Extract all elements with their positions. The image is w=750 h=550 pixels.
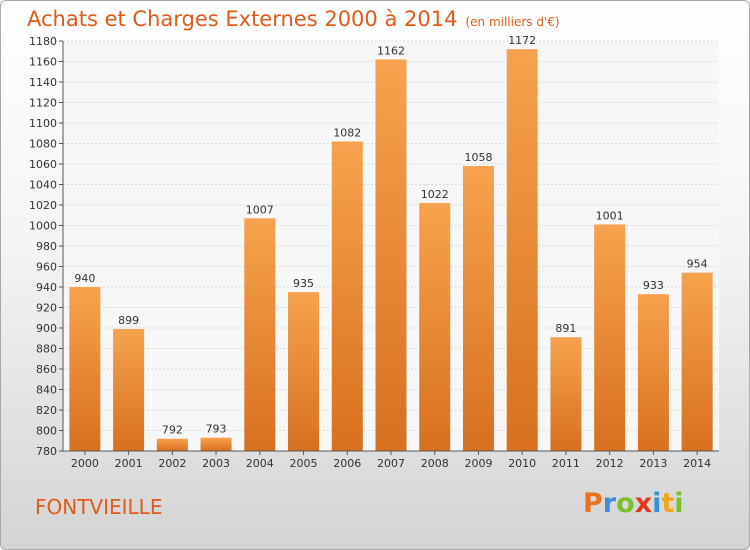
bar-2010: [506, 49, 538, 451]
y-tick-label: 900: [36, 322, 57, 335]
x-tick-label-2007: 2007: [377, 457, 405, 470]
value-labels: 940 899 792 793 1007 935 1082 1162 1022 1058 1172 8…: [74, 34, 707, 437]
bar-2004: [244, 218, 276, 451]
bar-2014: [681, 272, 713, 451]
y-tick-label: 880: [36, 343, 57, 356]
x-tick-label-2001: 2001: [115, 457, 143, 470]
x-tick-label-2012: 2012: [596, 457, 624, 470]
value-label-2005: 935: [293, 277, 314, 290]
bar-2000: [69, 287, 101, 451]
value-label-2011: 891: [555, 322, 576, 335]
value-label-2013: 933: [643, 279, 664, 292]
value-label-2000: 940: [74, 272, 95, 285]
x-tick-label-2005: 2005: [290, 457, 318, 470]
y-tick-label: 960: [36, 261, 57, 274]
bar-2003: [200, 437, 232, 451]
y-tick-label: 980: [36, 240, 57, 253]
chart-subtitle: (en milliers d'€): [465, 15, 560, 29]
x-tick-label-2013: 2013: [639, 457, 667, 470]
value-label-2009: 1058: [464, 151, 492, 164]
bar-2011: [550, 337, 582, 451]
y-tick-label: 940: [36, 281, 57, 294]
value-label-2012: 1001: [596, 209, 624, 222]
y-tick-label: 1040: [29, 179, 57, 192]
y-tick-label: 1100: [29, 117, 57, 130]
logo-letter: i: [652, 488, 662, 519]
value-label-2001: 899: [118, 314, 139, 327]
x-tick-label-2003: 2003: [202, 457, 230, 470]
y-tick-label: 1020: [29, 199, 57, 212]
logo-letter: o: [616, 488, 635, 519]
value-label-2006: 1082: [333, 126, 361, 139]
bar-2007: [375, 59, 407, 451]
y-tick-label: 920: [36, 302, 57, 315]
x-tick-label-2000: 2000: [71, 457, 99, 470]
bars: [69, 49, 713, 452]
x-tick-label-2008: 2008: [421, 457, 449, 470]
x-tick-label-2006: 2006: [333, 457, 361, 470]
logo-letter: x: [634, 488, 653, 519]
chart-title-text: Achats et Charges Externes 2000 à 2014: [27, 7, 458, 31]
bar-2005: [288, 292, 320, 451]
y-axis-ticks: 780 800 820 840 860 880 900 920 940 960 980 1000 102…: [29, 35, 63, 458]
x-tick-label-2004: 2004: [246, 457, 274, 470]
x-tick-label-2010: 2010: [508, 457, 536, 470]
x-tick-label-2002: 2002: [158, 457, 186, 470]
y-tick-label: 840: [36, 384, 57, 397]
bar-2009: [462, 166, 494, 452]
value-label-2004: 1007: [246, 203, 274, 216]
y-tick-label: 1000: [29, 220, 57, 233]
y-tick-label: 820: [36, 404, 57, 417]
y-tick-label: 780: [36, 445, 57, 458]
logo-letter: i: [674, 488, 684, 519]
bar-2013: [637, 294, 669, 451]
y-tick-label: 1060: [29, 158, 57, 171]
logo-letter: r: [602, 488, 617, 519]
y-tick-label: 1160: [29, 56, 57, 69]
bar-2008: [419, 202, 451, 451]
bar-2002: [156, 438, 188, 451]
x-tick-label-2014: 2014: [683, 457, 711, 470]
y-tick-label: 800: [36, 425, 57, 438]
bar-2006: [331, 141, 363, 451]
x-tick-label-2011: 2011: [552, 457, 580, 470]
y-tick-label: 1080: [29, 138, 57, 151]
value-label-2014: 954: [687, 258, 708, 271]
logo-letter: t: [661, 488, 675, 519]
bar-2012: [594, 224, 626, 451]
chart-title: Achats et Charges Externes 2000 à 2014 (e…: [27, 7, 560, 31]
value-label-2008: 1022: [421, 188, 449, 201]
y-tick-label: 860: [36, 363, 57, 376]
y-tick-label: 1120: [29, 97, 57, 110]
value-label-2003: 793: [206, 423, 227, 436]
x-tick-label-2009: 2009: [464, 457, 492, 470]
y-tick-label: 1140: [29, 76, 57, 89]
value-label-2007: 1162: [377, 44, 405, 57]
bar-2001: [113, 329, 145, 451]
x-axis-ticks: 2000 2001 2002 2003 2004 2005 2006 2007 2008 2009…: [71, 451, 711, 470]
logo-letter: P: [583, 488, 603, 519]
place-name: FONTVIEILLE: [35, 495, 163, 519]
proxiti-logo: Proxiti: [583, 488, 684, 519]
value-label-2002: 792: [162, 424, 183, 437]
value-label-2010: 1172: [508, 34, 536, 47]
y-tick-label: 1180: [29, 35, 57, 48]
